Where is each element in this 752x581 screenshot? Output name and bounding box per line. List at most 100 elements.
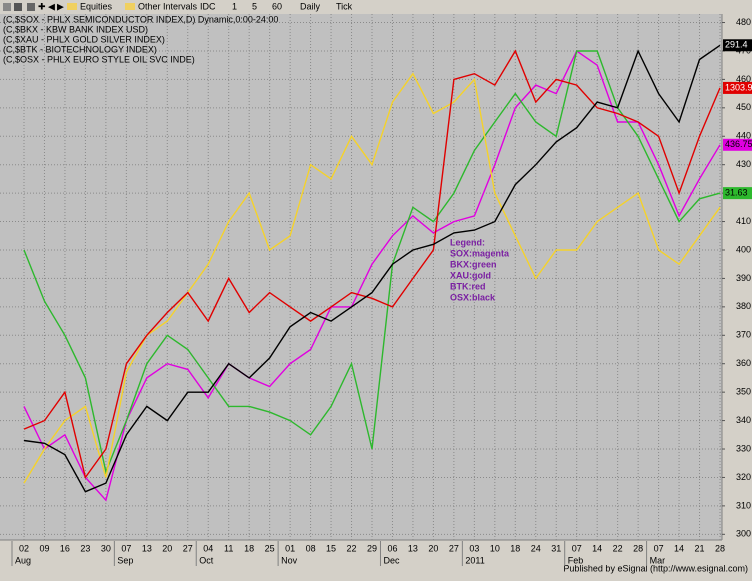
x-group-label: Nov (281, 555, 298, 565)
x-tick-label: 13 (408, 543, 418, 553)
x-group-label: Sep (117, 555, 133, 565)
icon (14, 3, 22, 11)
footer: Published by eSignal (http://www.esignal… (563, 563, 748, 573)
x-tick-label: 11 (224, 543, 233, 553)
series-line (23, 49, 721, 480)
x-tick-label: 30 (101, 543, 111, 553)
x-tick-label: 08 (306, 543, 316, 553)
toolbar-button[interactable]: 5 (252, 1, 257, 11)
toolbar (0, 0, 752, 14)
x-group-label: 2011 (465, 555, 484, 565)
x-tick-label: 29 (367, 543, 377, 553)
toolbar-button[interactable]: Equities (80, 1, 113, 11)
legend-entry: (C,$OSX - PHLX EURO STYLE OIL SVC INDE) (3, 54, 195, 64)
y-tick-label: 450 (736, 102, 751, 112)
y-tick-label: 340 (736, 415, 751, 425)
x-tick-label: 25 (265, 543, 275, 553)
annotation: Legend: (450, 237, 485, 247)
x-tick-label: 18 (244, 543, 254, 553)
x-tick-label: 22 (613, 543, 623, 553)
y-tick-label: 310 (736, 500, 751, 510)
series-line (23, 50, 721, 475)
y-tick-label: 440 (736, 131, 751, 141)
x-tick-label: 13 (142, 543, 152, 553)
toolbar-button[interactable]: Daily (300, 1, 321, 11)
y-tick-label: 480 (736, 17, 751, 27)
x-tick-label: 20 (162, 543, 172, 553)
series-line (23, 72, 721, 484)
x-tick-label: 02 (19, 543, 29, 553)
x-tick-label: 23 (80, 543, 90, 553)
y-tick-label: 430 (736, 159, 751, 169)
x-tick-label: 18 (510, 543, 520, 553)
x-tick-label: 10 (490, 543, 500, 553)
icon: ◀ (48, 1, 55, 11)
annotation: SOX:magenta (450, 248, 510, 258)
toolbar-button[interactable]: IDC (200, 1, 216, 11)
x-tick-label: 27 (449, 543, 459, 553)
x-tick-label: 14 (592, 543, 602, 553)
icon (27, 3, 35, 11)
annotation: BKX:green (450, 259, 497, 269)
x-tick-label: 20 (428, 543, 438, 553)
x-tick-label: 07 (654, 543, 664, 553)
y-tick-label: 400 (736, 244, 751, 254)
y-tick-label: 330 (736, 443, 751, 453)
icon (3, 3, 11, 11)
last-value-box (723, 81, 752, 94)
x-group-label: Feb (568, 555, 584, 565)
y-tick-label: 300 (736, 529, 751, 539)
toolbar-button[interactable]: Other Intervals (138, 1, 198, 11)
y-tick-label: 370 (736, 330, 751, 340)
plot-area (0, 14, 722, 540)
legend-entry: (C,$BTK - BIOTECHNOLOGY INDEX) (3, 44, 157, 54)
legend-entry: (C,$SOX - PHLX SEMICONDUCTOR INDEX,D) Dy… (3, 14, 278, 24)
last-value-label: 31.63 (725, 187, 748, 197)
toolbar-button[interactable]: 60 (272, 1, 282, 11)
icon: ✚ (38, 1, 46, 11)
x-group-label: Aug (15, 555, 31, 565)
legend-entry: (C,$BKX - KBW BANK INDEX USD) (3, 24, 148, 34)
x-tick-label: 15 (326, 543, 336, 553)
x-tick-label: 07 (121, 543, 131, 553)
y-tick-label: 350 (736, 387, 751, 397)
x-tick-label: 27 (183, 543, 193, 553)
x-tick-label: 31 (551, 543, 561, 553)
toolbar-button[interactable]: Tick (336, 1, 353, 11)
x-tick-label: 04 (203, 543, 213, 553)
x-group-label: Dec (383, 555, 400, 565)
y-tick-label: 410 (736, 216, 751, 226)
last-value-box (723, 39, 752, 52)
y-tick-label: 320 (736, 472, 751, 482)
toolbar-items: ✚ ◀ ▶ Equities Other Intervals IDC 1 5 6… (3, 1, 353, 11)
y-tick-label: 380 (736, 301, 751, 311)
y-tick-label: 360 (736, 358, 751, 368)
x-tick-label: 28 (715, 543, 725, 553)
annotation: XAU:gold (450, 270, 491, 280)
x-group-label: Mar (650, 555, 666, 565)
x-tick-label: 07 (572, 543, 582, 553)
x-tick-label: 14 (674, 543, 684, 553)
last-value-box (723, 187, 752, 200)
toolbar-button[interactable]: 1 (232, 1, 237, 11)
y-axis-panel (722, 14, 752, 540)
x-tick-label: 28 (633, 543, 643, 553)
last-value-box (723, 138, 752, 151)
x-tick-label: 09 (39, 543, 49, 553)
x-tick-label: 21 (695, 543, 705, 553)
x-tick-label: 03 (469, 543, 479, 553)
x-group-label: Oct (199, 555, 214, 565)
x-tick-label: 01 (285, 543, 295, 553)
annotation: OSX:black (450, 292, 496, 302)
annotation: BTK:red (450, 281, 486, 291)
x-tick-label: 06 (387, 543, 397, 553)
legend-entry: (C,$XAU - PHLX GOLD SILVER INDEX) (3, 34, 165, 44)
icon: ▶ (57, 1, 64, 11)
x-tick-label: 22 (347, 543, 357, 553)
series-line (23, 49, 721, 502)
folder-icon (67, 3, 77, 10)
folder-icon (125, 3, 135, 10)
last-value-label: 436.75 (725, 139, 752, 149)
